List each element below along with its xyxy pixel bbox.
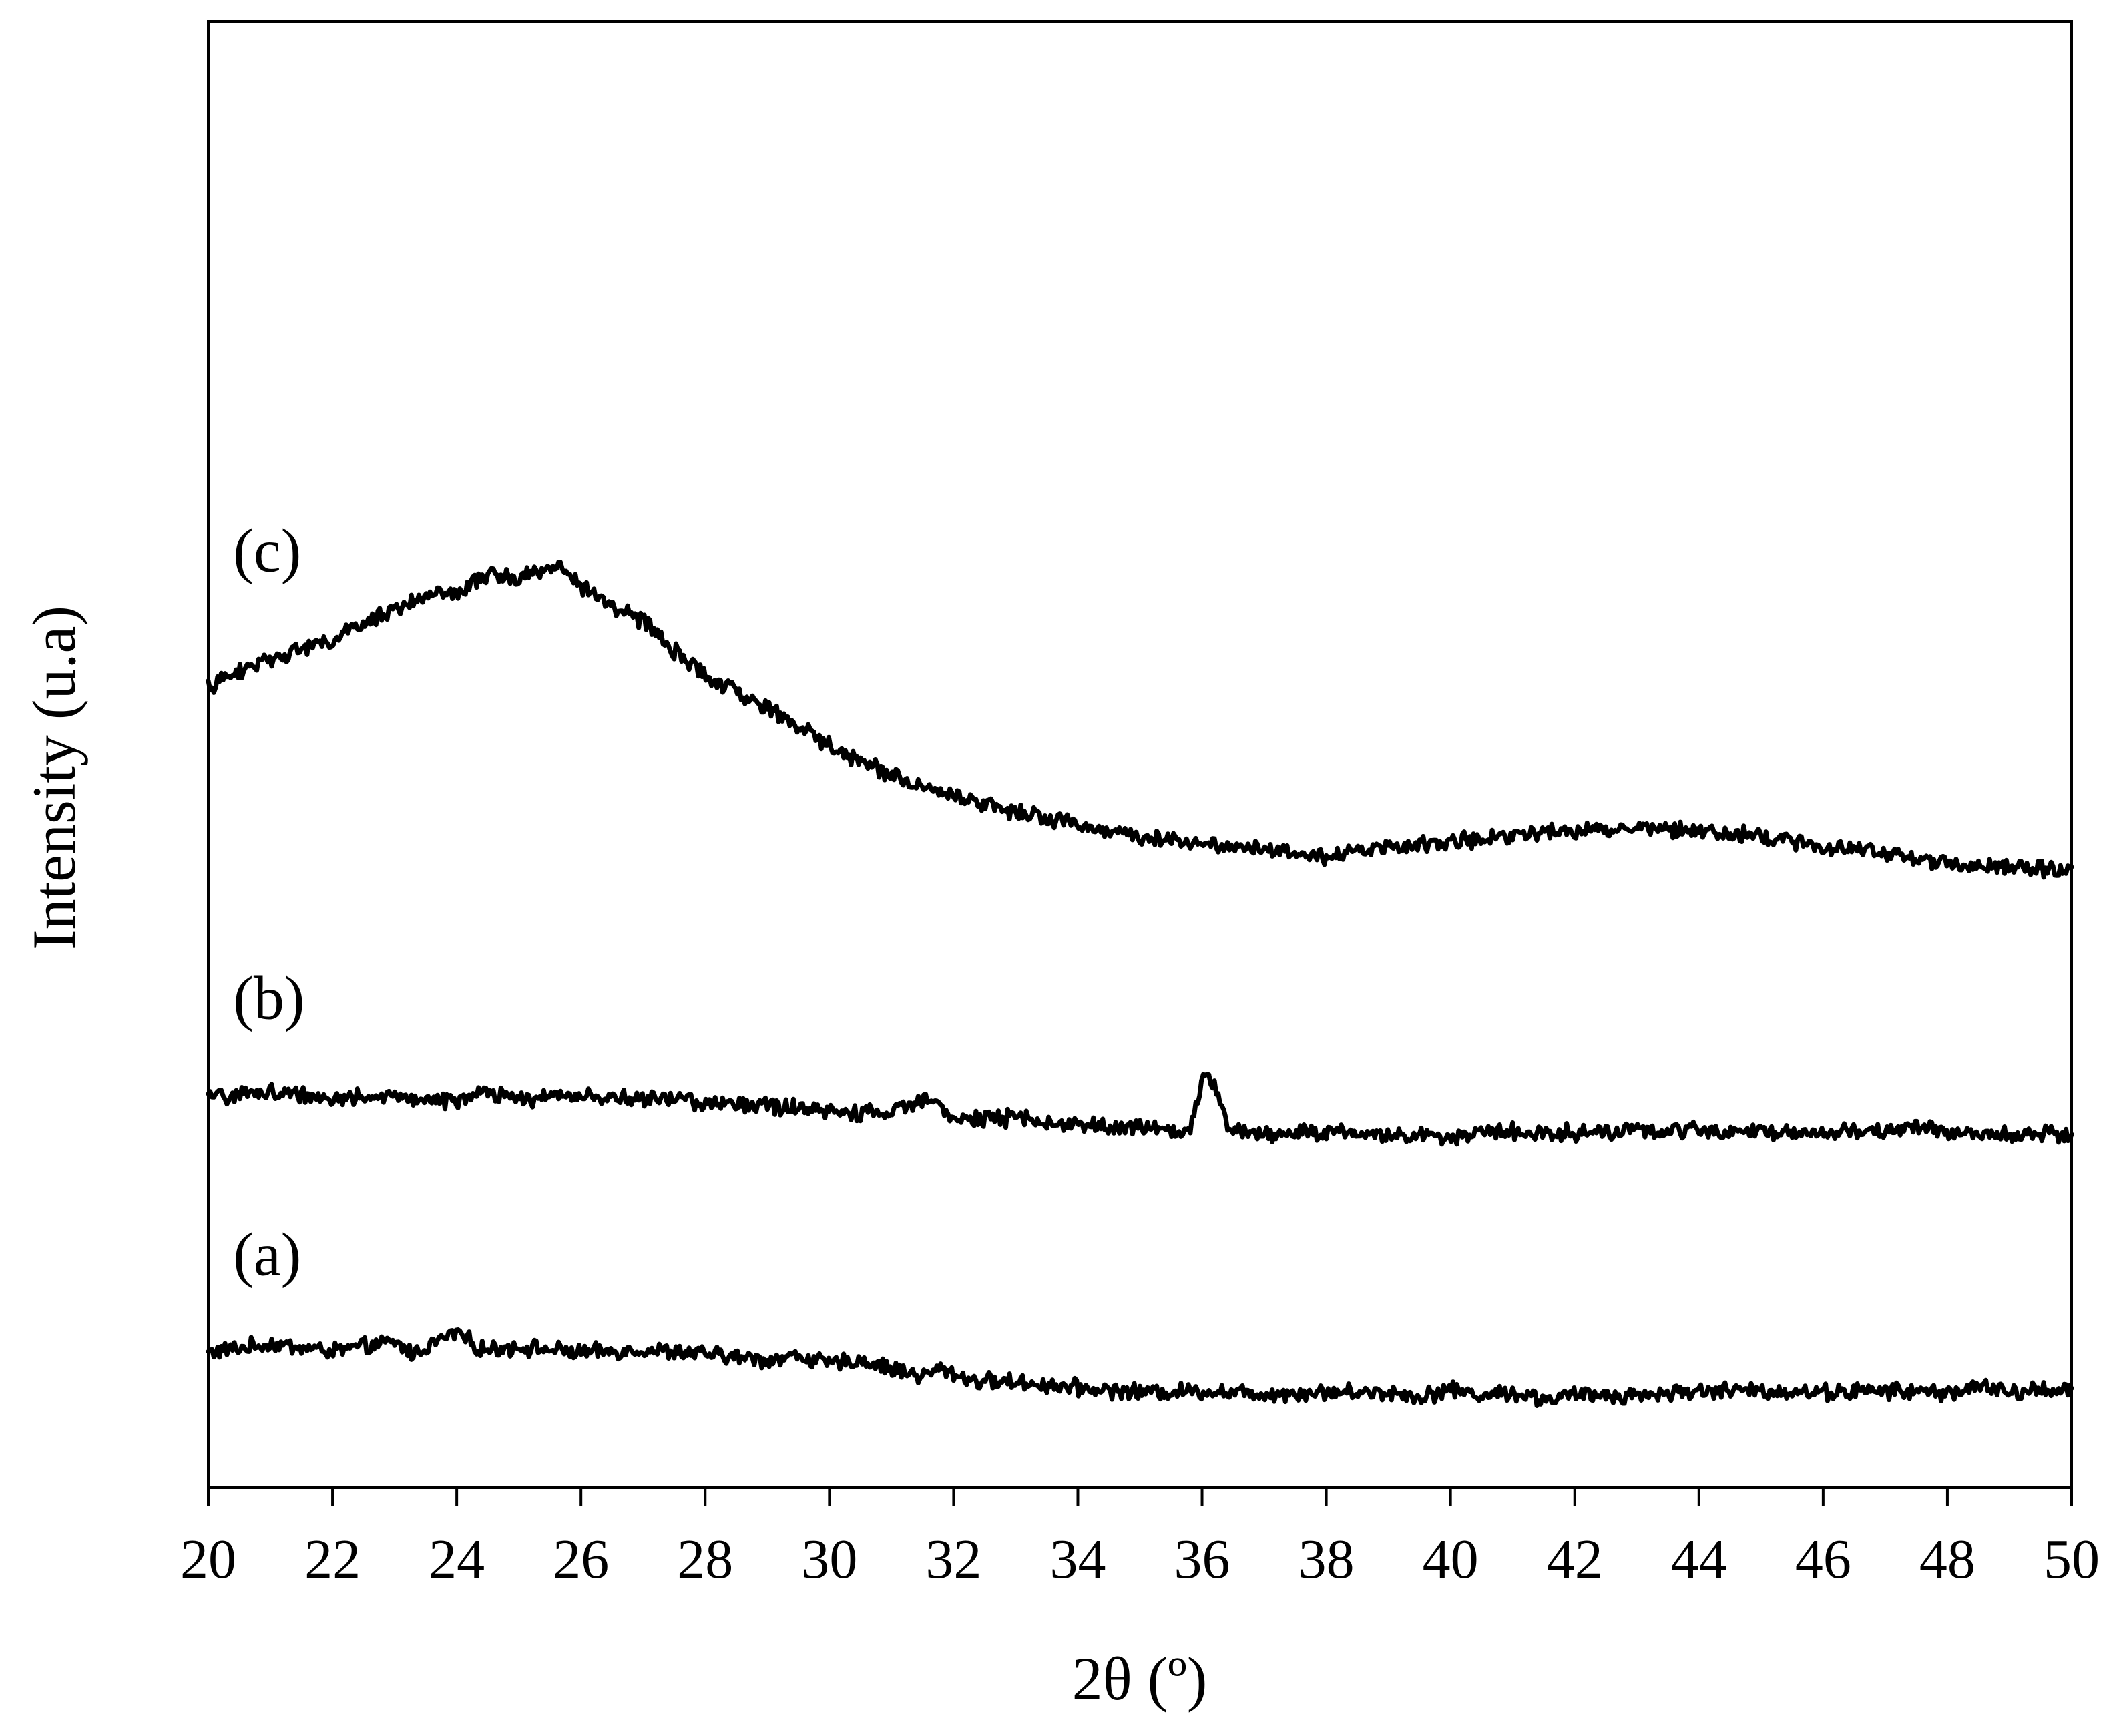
x-tick-label: 30	[801, 1528, 857, 1590]
x-tick-label: 28	[677, 1528, 733, 1590]
x-tick-label: 50	[2044, 1528, 2100, 1590]
series-labels: (a) (b) (c)	[233, 517, 304, 1289]
x-tick-label: 40	[1423, 1528, 1479, 1590]
series-line-0	[206, 1327, 2074, 1408]
x-tick-label: 24	[429, 1528, 485, 1590]
x-tick-label: 46	[1795, 1528, 1851, 1590]
series-line-1	[206, 1072, 2074, 1147]
x-tick-label: 38	[1299, 1528, 1355, 1590]
x-tick-label: 20	[180, 1528, 236, 1590]
x-tick-label: 44	[1671, 1528, 1727, 1590]
x-tick-label: 22	[304, 1528, 361, 1590]
x-tick-label: 32	[925, 1528, 981, 1590]
x-tick-label: 26	[553, 1528, 609, 1590]
x-axis-title: 2θ (º)	[1072, 1645, 1208, 1713]
series-label-0: (a)	[233, 1221, 301, 1289]
series-line-2	[206, 560, 2074, 880]
x-tick-label: 34	[1049, 1528, 1106, 1590]
y-axis-title: Intensity (u.a)	[20, 606, 88, 950]
series-traces	[206, 560, 2074, 1408]
x-tick-label: 48	[1919, 1528, 1975, 1590]
series-label-2: (c)	[233, 517, 301, 585]
x-axis-ticks: 20 22 24 26 28 30 32 34 36 38 40 42 44 46 48 50	[180, 1488, 2100, 1590]
x-tick-label: 36	[1174, 1528, 1230, 1590]
series-label-1: (b)	[233, 963, 304, 1032]
plot-frame	[207, 20, 2073, 1489]
x-tick-label: 42	[1547, 1528, 1603, 1590]
